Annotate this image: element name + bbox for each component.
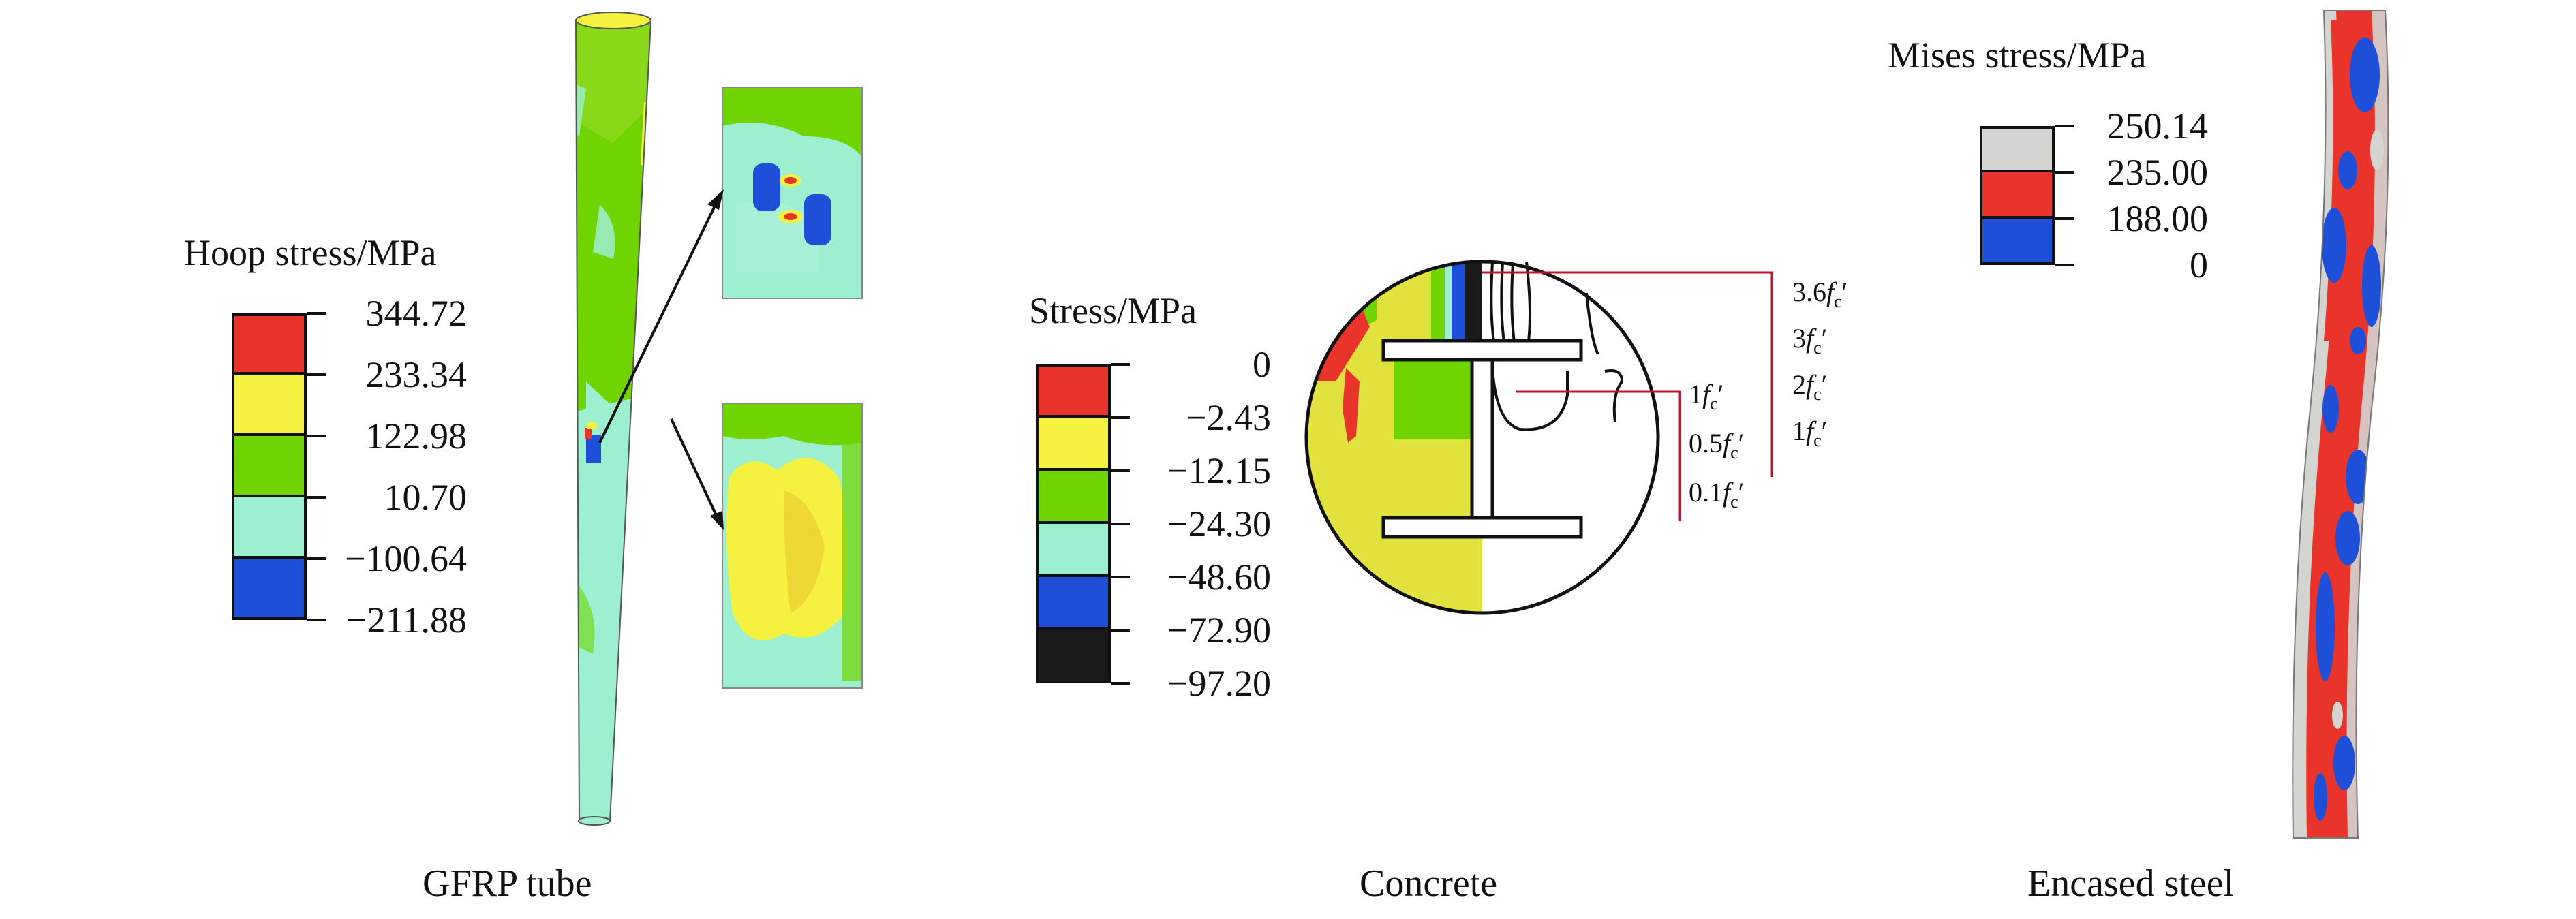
concrete-stress-legend-title: Stress/MPa — [1029, 290, 1197, 331]
legend-label: 10.70 — [384, 477, 467, 518]
legend-label: −48.60 — [1167, 557, 1271, 597]
legend-tick — [1111, 363, 1130, 366]
legend-label: 122.98 — [365, 416, 467, 456]
fc-label: 3fc′ — [1792, 323, 1828, 358]
legend-tick — [1111, 629, 1130, 632]
legend-tick — [307, 312, 326, 315]
legend-tick — [1111, 576, 1130, 578]
legend-swatch — [232, 375, 307, 436]
legend-label: −211.88 — [346, 599, 467, 640]
gfrp-tube-caption: GFRP tube — [423, 862, 592, 905]
legend-swatch — [1036, 524, 1111, 577]
legend-swatch — [232, 436, 307, 497]
fc-label: 1fc′ — [1689, 379, 1724, 414]
hoop-stress-legend-title: Hoop stress/MPa — [184, 232, 437, 273]
legend-tick — [1111, 469, 1130, 472]
legend-swatch — [1980, 219, 2055, 265]
legend-swatch — [1036, 630, 1111, 683]
legend-swatch — [1036, 577, 1111, 630]
fc-label: 0.1fc′ — [1689, 477, 1745, 512]
legend-label: 250.14 — [2106, 106, 2209, 146]
mises-stress-legend-title: Mises stress/MPa — [1888, 35, 2147, 76]
encased-steel-caption: Encased steel — [2027, 862, 2235, 905]
legend-label: 235.00 — [2106, 152, 2209, 193]
legend-tick — [307, 619, 326, 621]
legend-label: −24.30 — [1167, 503, 1271, 544]
fc-label: 2fc′ — [1792, 369, 1828, 404]
fc-label: 1fc′ — [1792, 416, 1828, 450]
legend-swatch — [1036, 418, 1111, 471]
legend-label: −72.90 — [1167, 610, 1271, 651]
legend-label: −97.20 — [1167, 663, 1271, 704]
legend-tick — [2055, 125, 2074, 127]
legend-tick — [307, 496, 326, 499]
legend-label: 344.72 — [365, 293, 467, 334]
legend-tick — [2055, 171, 2074, 174]
legend-label: 0 — [2190, 245, 2208, 285]
legend-label: −12.15 — [1167, 450, 1271, 491]
legend-swatch — [1036, 471, 1111, 524]
legend-swatch — [232, 497, 307, 559]
legend-label: 233.34 — [365, 354, 467, 395]
legend-label: −2.43 — [1186, 397, 1271, 438]
legend-swatch — [1980, 172, 2055, 219]
legend-tick — [2055, 264, 2074, 266]
legend-label: 0 — [1253, 344, 1271, 385]
legend-tick — [307, 557, 326, 560]
legend-swatch — [1980, 126, 2055, 172]
legend-tick — [307, 435, 326, 437]
legend-tick — [307, 373, 326, 376]
legend-label: 188.00 — [2106, 198, 2209, 239]
concrete-caption: Concrete — [1360, 862, 1498, 905]
legend-swatch — [1036, 364, 1111, 418]
legend-label: −100.64 — [345, 538, 467, 579]
legend-tick — [1111, 682, 1130, 685]
legend-tick — [2055, 217, 2074, 220]
fc-label: 0.5fc′ — [1689, 428, 1745, 463]
legend-tick — [1111, 416, 1130, 419]
fc-label: 3.6fc′ — [1792, 277, 1848, 311]
legend-tick — [1111, 523, 1130, 525]
legend-swatch — [232, 313, 307, 375]
legend-swatch — [232, 559, 307, 620]
